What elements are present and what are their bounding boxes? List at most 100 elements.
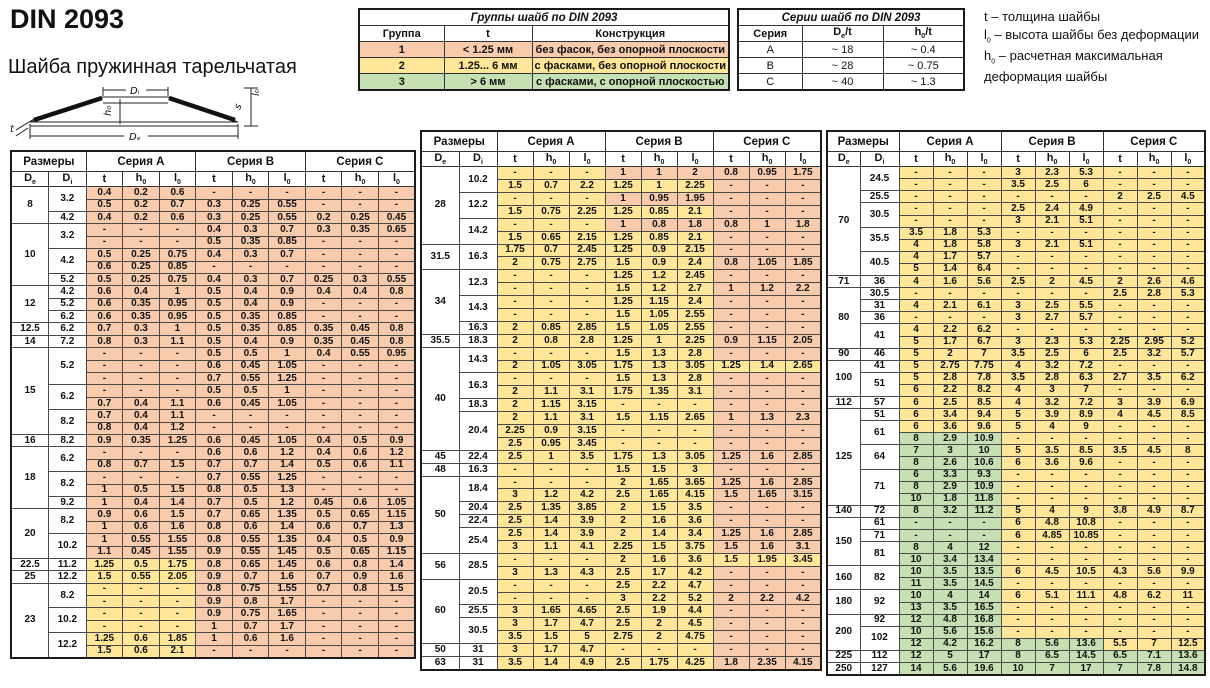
value-cell: 1.5 <box>85 570 124 584</box>
value-cell: 0.5 <box>231 384 270 398</box>
value-cell: 4.5 <box>1136 408 1172 422</box>
value-cell: - <box>748 604 786 619</box>
di-cell: 5.2 <box>48 272 87 287</box>
value-cell: - <box>377 396 416 411</box>
value-cell: - <box>932 202 968 216</box>
de-cell: 250 <box>826 662 861 676</box>
table-row: 10 1.8 11.8- - - - - - <box>827 492 1206 506</box>
value-cell: - <box>195 260 233 274</box>
value-cell: 1.2 <box>158 421 197 436</box>
table-row: 48 16.3- - -1.5 1.5 3- - - <box>420 462 822 477</box>
value-cell: 2 <box>932 347 968 361</box>
value-cell: - <box>748 643 786 658</box>
value-cell: - <box>304 260 343 274</box>
table-row: 34 12.3- - -1.25 1.2 2.45- - - <box>420 269 822 335</box>
value-cell: - <box>341 421 379 436</box>
value-cell: 2.3 <box>784 411 822 425</box>
value-cell: - <box>304 421 343 436</box>
value-cell: 1.25 <box>85 557 124 572</box>
value-col-header: l0 <box>1068 150 1104 168</box>
size-col-header: De <box>826 150 861 168</box>
value-cell: 17 <box>1068 662 1104 676</box>
value-cell: - <box>932 528 968 543</box>
de-cell: 70 <box>826 166 861 277</box>
value-cell: 4 <box>898 275 934 289</box>
value-cell: 0.85 <box>268 322 306 336</box>
value-cell: 0.8 <box>341 582 379 597</box>
value-cell: 2.25 <box>1102 335 1138 349</box>
value-cell: 1.15 <box>640 295 678 309</box>
value-cell: 2.9 <box>932 480 968 494</box>
table-row: 2 1.05 3.05 1.75 1.3 3.05 1.25 1.4 2.65 <box>421 359 822 374</box>
value-cell: 3.5 <box>1000 178 1036 192</box>
value-cell: - <box>784 295 822 309</box>
value-cell: 14 <box>898 662 934 676</box>
value-cell: - <box>341 198 379 212</box>
value-cell: 1 <box>640 333 678 348</box>
value-cell: 0.35 <box>122 310 160 324</box>
diagram-label: l₀ <box>251 89 262 96</box>
value-cell: 6.9 <box>1170 395 1206 410</box>
table-row: 14.2- - -1 0.8 1.8 0.8 1 1.8 <box>421 217 822 245</box>
value-cell: - <box>1068 190 1104 204</box>
value-cell: - <box>898 287 934 301</box>
value-cell: 2 <box>496 333 534 348</box>
value-cell: 3 <box>1102 395 1138 410</box>
value-cell: - <box>1034 577 1070 591</box>
value-cell: - <box>158 372 197 386</box>
value-cell: - <box>1136 456 1172 470</box>
de-cell: 150 <box>826 516 861 567</box>
value-cell: 1.75 <box>158 557 197 572</box>
value-cell: 4.2 <box>784 591 822 606</box>
value-cell: - <box>568 372 606 387</box>
value-cell: 0.8 <box>85 334 124 349</box>
value-cell: 0.25 <box>231 198 270 212</box>
value-cell: 0.35 <box>231 310 270 324</box>
value-cell: 0.85 <box>268 235 306 250</box>
value-cell: 3.75 <box>676 540 714 554</box>
value-cell: 8 <box>898 541 934 555</box>
value-cell: 1.2 <box>532 488 570 503</box>
value-cell: - <box>122 347 160 361</box>
value-cell: 1.25 <box>604 230 642 245</box>
value-cell: - <box>748 295 786 309</box>
value-cell: - <box>712 462 750 477</box>
de-cell: 8 <box>10 186 50 225</box>
value-cell: - <box>748 385 786 400</box>
value-cell: 2.5 <box>1034 347 1070 361</box>
table-row: 20 8.2 0.9 0.6 1.5 0.7 0.65 1.35 0.5 0.65 1.15 <box>10 508 416 559</box>
table-row: 61 6 3.6 9.6 5 4 9- - - <box>827 420 1206 446</box>
value-cell: 1.05 <box>268 396 306 411</box>
value-cell: 12 <box>898 637 934 651</box>
value-cell: - <box>122 446 160 460</box>
value-cell: 0.7 <box>231 570 270 584</box>
series-header: Серия A <box>85 150 197 172</box>
value-cell: 0.6 <box>231 446 270 460</box>
value-cell: 3.5 <box>496 630 534 645</box>
value-cell: 3 <box>932 444 968 458</box>
value-cell: - <box>712 269 750 284</box>
value-cell: - <box>712 565 750 580</box>
di-cell: 72 <box>859 504 900 518</box>
value-cell: 4.25 <box>676 656 714 671</box>
value-col-header: l0 <box>568 150 606 168</box>
value-cell: 1 <box>85 483 124 497</box>
value-cell: 0.85 <box>640 230 678 245</box>
de-cell: 28 <box>420 166 460 245</box>
de-cell: 80 <box>826 287 861 349</box>
value-cell: 3.05 <box>676 449 714 464</box>
value-cell: 0.4 <box>195 272 233 287</box>
value-cell: - <box>568 295 606 309</box>
value-cell: - <box>532 578 570 593</box>
table-row: 6.2- - -0.5 0.5 1- - - <box>11 384 416 411</box>
cell: B <box>737 57 803 74</box>
value-cell: 1.6 <box>268 632 306 646</box>
value-cell: 1.35 <box>268 508 306 522</box>
value-cell: 1 <box>195 632 233 646</box>
value-cell: - <box>784 179 822 193</box>
value-cell: - <box>1102 541 1138 555</box>
de-cell: 22.5 <box>10 557 50 572</box>
value-cell: - <box>568 282 606 297</box>
value-cell: - <box>712 204 750 219</box>
de-cell: 35.5 <box>420 333 460 348</box>
